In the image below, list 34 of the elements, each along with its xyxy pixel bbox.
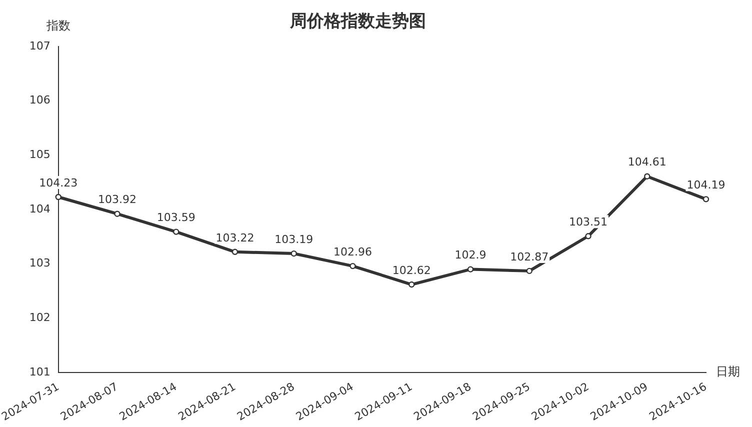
chart-title: 周价格指数走势图	[289, 12, 426, 32]
data-label: 103.51	[569, 216, 608, 228]
y-tick-label: 107	[29, 39, 50, 52]
point	[585, 233, 592, 240]
point	[702, 196, 710, 202]
y-tick-label: 106	[29, 94, 50, 107]
point	[290, 250, 297, 257]
point	[408, 281, 415, 288]
x-axis-title: 日期	[716, 364, 740, 379]
point	[644, 173, 650, 180]
point	[467, 266, 474, 272]
data-label: 102.62	[392, 264, 431, 277]
data-label: 103.59	[156, 211, 196, 224]
data-label: 104.19	[686, 178, 726, 192]
y-tick-label: 101	[29, 365, 50, 378]
data-label: 102.87	[510, 250, 549, 264]
data-label: 104.61	[628, 156, 666, 169]
y-tick-label: 102	[29, 311, 50, 324]
data-label: 103.22	[216, 231, 254, 244]
y-tick-label: 104	[29, 202, 50, 216]
data-label: 102.96	[333, 245, 372, 258]
y-axis-title: 指数	[45, 18, 70, 33]
data-label: 103.92	[98, 193, 136, 206]
point	[350, 262, 356, 270]
data-label: 104.23	[39, 176, 78, 190]
point	[55, 194, 62, 200]
data-label: 103.19	[274, 232, 314, 246]
data-label: 102.9	[454, 248, 486, 262]
y-tick-label: 103	[29, 256, 50, 270]
point	[114, 210, 120, 217]
point	[526, 268, 532, 274]
point	[173, 228, 180, 235]
point	[232, 248, 238, 256]
y-tick-label: 105	[29, 148, 50, 161]
